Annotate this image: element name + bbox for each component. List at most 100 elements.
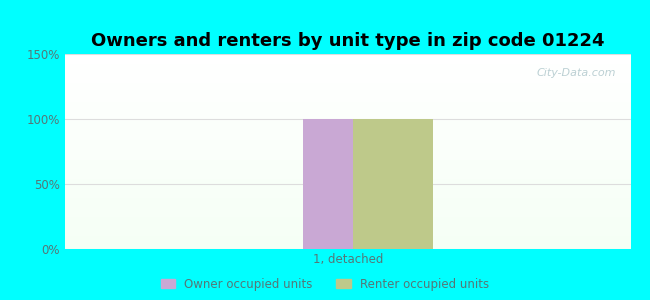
Bar [65, 114, 630, 115]
Bar [65, 102, 630, 103]
Bar [65, 160, 630, 161]
Bar [65, 203, 630, 204]
Bar [65, 157, 630, 158]
Bar [65, 175, 630, 176]
Bar [65, 122, 630, 123]
Bar [65, 68, 630, 69]
Bar [65, 235, 630, 236]
Bar [65, 229, 630, 230]
Bar [65, 96, 630, 97]
Bar [65, 169, 630, 170]
Bar [65, 104, 630, 105]
Bar [65, 145, 630, 146]
Bar [65, 85, 630, 86]
Bar [65, 74, 630, 75]
Bar [65, 214, 630, 215]
Bar [302, 119, 382, 249]
Title: Owners and renters by unit type in zip code 01224: Owners and renters by unit type in zip c… [91, 32, 604, 50]
Bar [65, 205, 630, 206]
Bar [65, 55, 630, 56]
Bar [65, 144, 630, 145]
Bar [65, 222, 630, 223]
Bar [65, 123, 630, 124]
Text: 1, detached: 1, detached [313, 254, 383, 266]
Bar [65, 84, 630, 85]
Bar [65, 173, 630, 174]
Bar [65, 172, 630, 173]
Bar [65, 191, 630, 192]
Bar [65, 170, 630, 171]
Legend: Owner occupied units, Renter occupied units: Owner occupied units, Renter occupied un… [157, 274, 493, 294]
Bar [65, 165, 630, 166]
Bar [65, 199, 630, 200]
Bar [65, 166, 630, 167]
Bar [65, 187, 630, 188]
Bar [65, 179, 630, 180]
Bar [65, 174, 630, 175]
Bar [65, 248, 630, 249]
Bar [65, 108, 630, 109]
Bar [65, 58, 630, 59]
Bar [65, 230, 630, 231]
Bar [65, 116, 630, 117]
Bar [65, 69, 630, 70]
Bar [65, 171, 630, 172]
Bar [65, 128, 630, 129]
Bar [65, 148, 630, 149]
Bar [65, 161, 630, 162]
Bar [65, 217, 630, 218]
Bar [65, 150, 630, 151]
Bar [65, 93, 630, 94]
Bar [65, 126, 630, 127]
Bar [65, 221, 630, 222]
Bar [65, 158, 630, 159]
Bar [65, 177, 630, 178]
Bar [65, 65, 630, 66]
Bar [65, 140, 630, 141]
Bar [65, 247, 630, 248]
Bar [65, 112, 630, 113]
Bar [65, 120, 630, 121]
Bar [65, 87, 630, 88]
Bar [65, 211, 630, 212]
Bar [65, 183, 630, 184]
Bar [65, 130, 630, 131]
Bar [65, 135, 630, 136]
Bar [65, 76, 630, 77]
Bar [65, 103, 630, 104]
Bar [65, 124, 630, 125]
Bar [65, 192, 630, 193]
Bar [65, 152, 630, 153]
Bar [65, 118, 630, 119]
Bar [65, 241, 630, 242]
Bar [65, 115, 630, 116]
Bar [65, 83, 630, 84]
Bar [354, 119, 433, 249]
Bar [65, 79, 630, 80]
Bar [65, 62, 630, 63]
Bar [65, 178, 630, 179]
Bar [65, 242, 630, 243]
Bar [65, 81, 630, 82]
Bar [65, 73, 630, 74]
Bar [65, 91, 630, 92]
Bar [65, 156, 630, 157]
Bar [65, 206, 630, 207]
Bar [65, 131, 630, 132]
Bar [65, 163, 630, 164]
Bar [65, 75, 630, 76]
Bar [65, 88, 630, 89]
Bar [65, 80, 630, 81]
Bar [65, 63, 630, 64]
Bar [65, 233, 630, 234]
Bar [65, 219, 630, 220]
Bar [65, 137, 630, 138]
Bar [65, 190, 630, 191]
Bar [65, 60, 630, 61]
Bar [65, 61, 630, 62]
Bar [65, 181, 630, 182]
Bar [65, 121, 630, 122]
Bar [65, 54, 630, 55]
Bar [65, 106, 630, 107]
Bar [65, 77, 630, 78]
